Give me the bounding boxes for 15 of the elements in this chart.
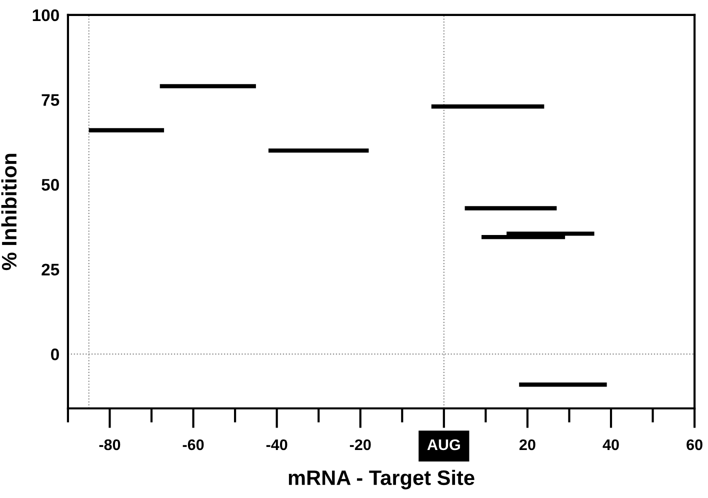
y-tick-label: 75	[42, 94, 60, 106]
x-tick-label: 20	[519, 439, 536, 450]
y-tick-label: 0	[51, 348, 59, 360]
y-tick-label: 100	[32, 9, 59, 22]
y-axis-title: % Inhibition	[1, 154, 17, 270]
x-tick-label: -20	[350, 439, 371, 450]
x-tick-label: -80	[99, 439, 120, 450]
y-tick-label: 25	[42, 264, 60, 276]
x-tick-label: 40	[602, 439, 619, 450]
x-tick-label: -40	[266, 439, 288, 450]
y-tick-label: 50	[42, 178, 59, 191]
x-axis-title: mRNA - Target Site	[288, 470, 474, 490]
x-tick-label: AUG	[427, 439, 460, 450]
x-tick-label: -60	[182, 439, 204, 450]
x-tick-label: 60	[686, 439, 702, 450]
